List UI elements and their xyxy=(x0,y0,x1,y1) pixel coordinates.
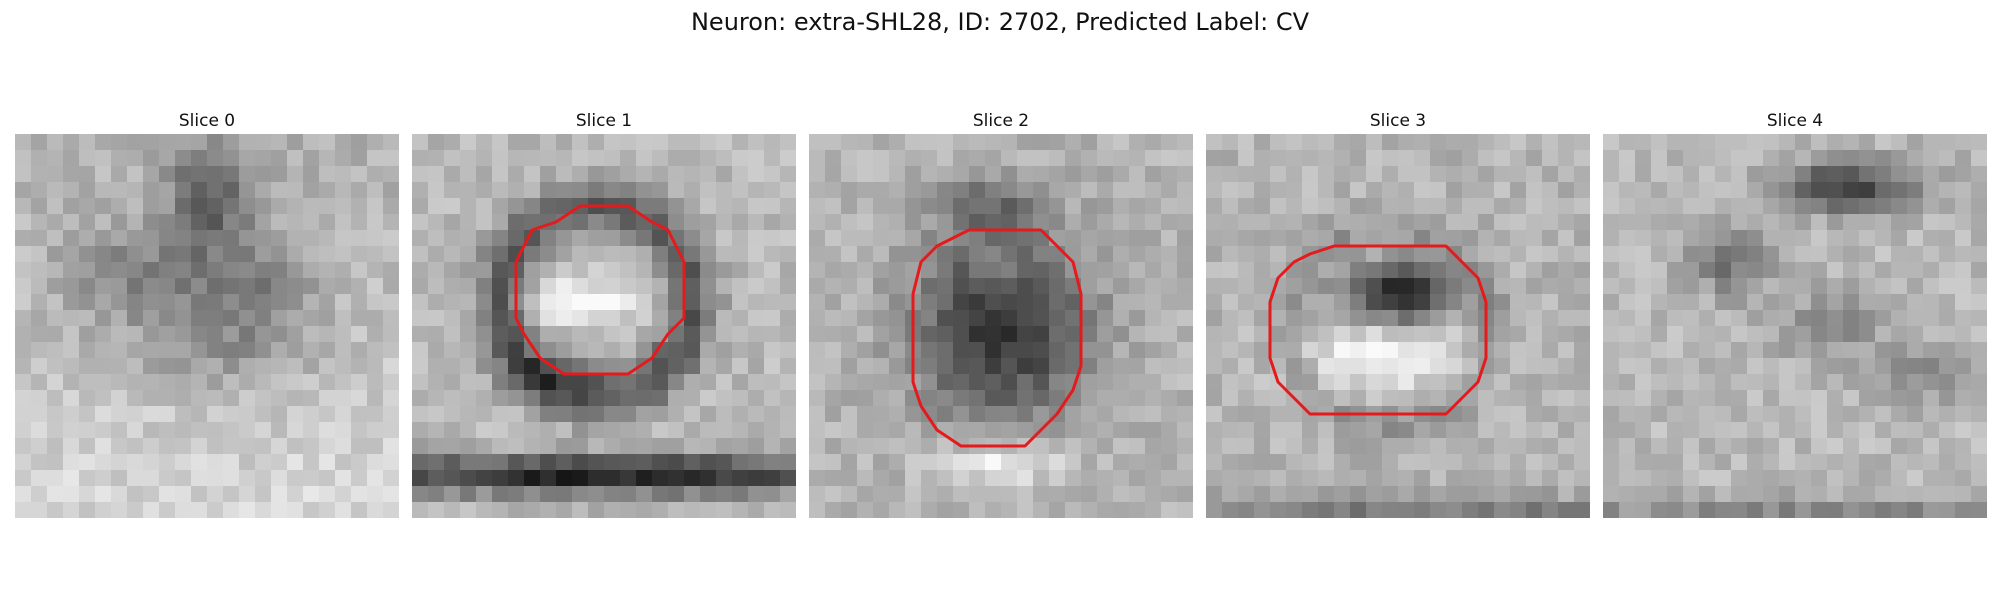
slice-title: Slice 3 xyxy=(1369,111,1427,131)
slice-panel-4: Slice 4 xyxy=(1603,108,1987,518)
slice-panel-0: Slice 0 xyxy=(15,108,399,518)
slice-image xyxy=(1206,134,1590,518)
slice-panel-2: Slice 2 xyxy=(809,108,1193,518)
slice-title: Slice 2 xyxy=(972,111,1030,131)
figure-title: Neuron: extra-SHL28, ID: 2702, Predicted… xyxy=(690,8,1310,36)
slice-title: Slice 4 xyxy=(1766,111,1824,131)
slice-panel-3: Slice 3 xyxy=(1206,108,1590,518)
slice-panel-1: Slice 1 xyxy=(412,108,796,518)
slice-image xyxy=(1603,134,1987,518)
slice-title: Slice 1 xyxy=(575,111,633,131)
slice-image xyxy=(412,134,796,518)
slice-title: Slice 0 xyxy=(178,111,236,131)
slice-image xyxy=(809,134,1193,518)
slice-image xyxy=(15,134,399,518)
